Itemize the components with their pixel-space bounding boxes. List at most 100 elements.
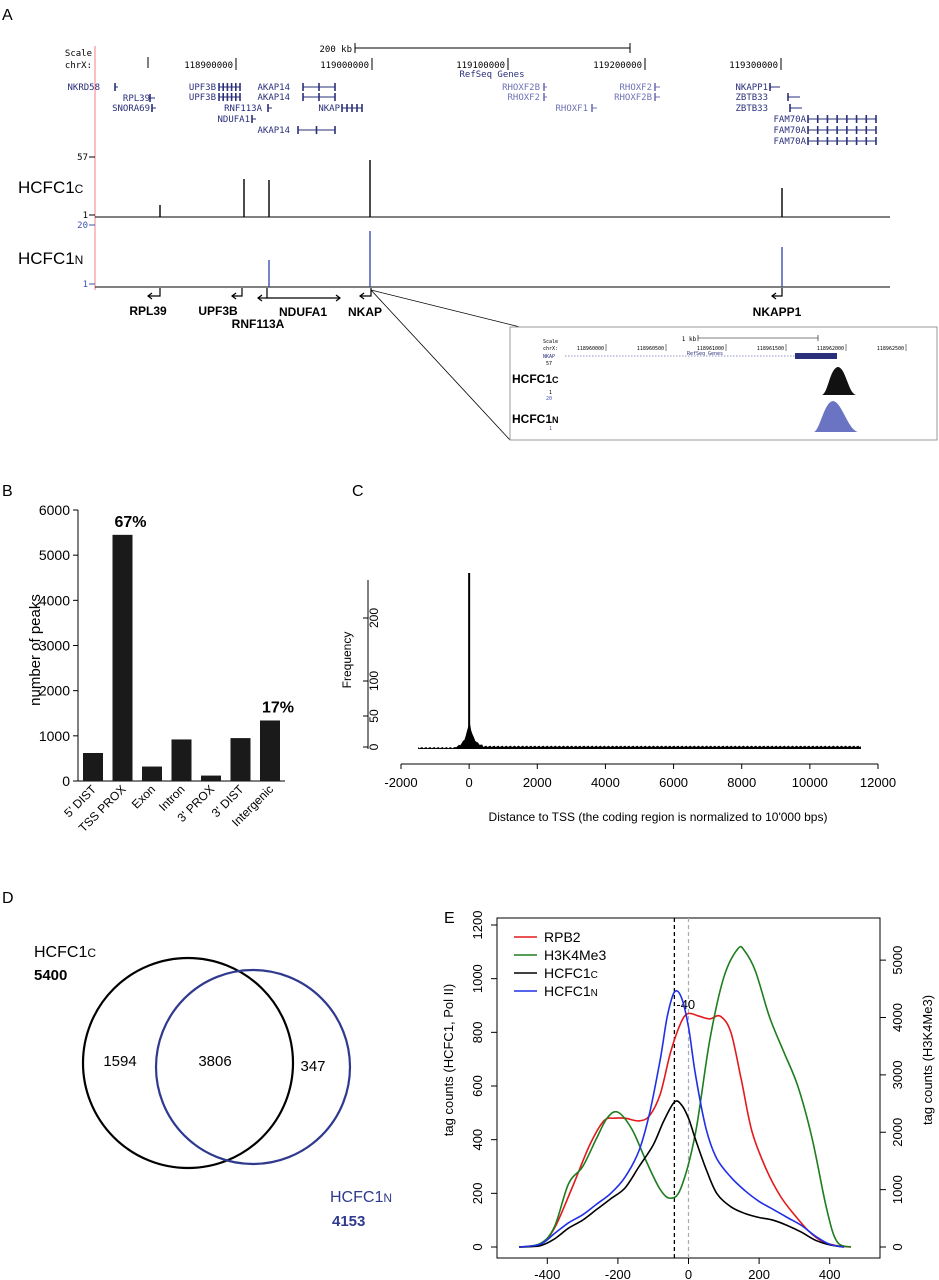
chr-label: chrX: xyxy=(65,61,92,71)
scale-label: Scale xyxy=(65,49,92,59)
c-ylabel: Frequency xyxy=(340,632,354,689)
panel-d-venn: HCFC1C 5400 HCFC1N 4153 1594 3806 347 xyxy=(34,944,392,1230)
gene-label: RHOXF2B xyxy=(502,83,540,93)
e-ytick-right-label: 2000 xyxy=(890,1118,905,1147)
e-ytick-right-label: 0 xyxy=(890,1243,905,1250)
coordinate-ticks: 118900000 119000000 119100000 119200000 1193… xyxy=(184,58,782,71)
venn-total-n: 4153 xyxy=(332,1213,365,1230)
inset-refseq-title: RefSeq Genes xyxy=(687,351,723,357)
e-ytick-right-label: 4000 xyxy=(890,1003,905,1032)
venn-both: 3806 xyxy=(198,1053,231,1070)
e-xtick-label: 400 xyxy=(819,1267,841,1280)
c-histogram xyxy=(418,722,861,749)
b-ytick-label: 2000 xyxy=(39,683,70,699)
tss-gene-label: RPL39 xyxy=(129,304,167,318)
inset-track-n-min: 1 xyxy=(549,426,552,432)
gene-label: NDUFA1 xyxy=(217,115,250,125)
c-ytick-label: 100 xyxy=(367,671,381,691)
b-bar xyxy=(260,720,280,781)
gene-label: AKAP14 xyxy=(257,126,290,136)
e-ytick-right-label: 5000 xyxy=(890,946,905,975)
gene-glyph xyxy=(807,126,877,134)
track-n-peak xyxy=(781,247,783,287)
gene-label: RNF113A xyxy=(224,104,263,114)
track-c-min: 1 xyxy=(83,211,88,221)
track-n-label: HCFC1N xyxy=(18,249,83,268)
gene-label: NKAPP1 xyxy=(735,83,768,93)
c-xtick-label: 10000 xyxy=(792,775,828,790)
c-ytick-label: 200 xyxy=(367,608,381,628)
b-ytick-label: 0 xyxy=(62,773,70,789)
e-legend-label: HCFC1N xyxy=(544,983,598,999)
gene-label: FAM70A xyxy=(773,126,806,136)
coord-label: 119100000 xyxy=(456,61,505,71)
c-peak-bar xyxy=(468,573,471,749)
tss-arrows xyxy=(147,288,783,302)
panel-label-e: E xyxy=(444,910,455,927)
gene-glyph xyxy=(149,94,155,102)
gene-label: UPF3B xyxy=(189,83,216,93)
gene-label: NKRD58 xyxy=(67,83,100,93)
panel-e-chart: tag counts (HCFC1, Pol II) tag counts (H… xyxy=(441,911,935,1280)
zoom-inset: Scale chrX: 1 kb 118960000 118960500 11896… xyxy=(509,326,938,441)
e-legend-label: H3K4Me3 xyxy=(544,947,606,963)
track-c-peak xyxy=(159,205,161,217)
c-xtick-label: 8000 xyxy=(727,775,756,790)
b-annotation: 17% xyxy=(262,699,294,716)
track-n-peak xyxy=(268,260,270,287)
venn-only-c: 1594 xyxy=(103,1053,136,1070)
coord-label: 119200000 xyxy=(593,61,642,71)
tss-gene-label: UPF3B xyxy=(198,304,238,318)
panel-label-c: C xyxy=(352,483,364,500)
c-xtick-label: 0 xyxy=(466,775,473,790)
b-ytick-label: 5000 xyxy=(39,547,70,563)
tss-gene-label: NDUFA1 xyxy=(279,305,327,319)
c-ytick-label: 0 xyxy=(367,743,381,750)
inset-track-c-max: 57 xyxy=(546,361,552,367)
e-ytick-right-label: 1000 xyxy=(890,1175,905,1204)
e-legend-label-sub: C xyxy=(591,970,598,981)
inset-track-c-min: 1 xyxy=(549,390,552,396)
gene-glyph xyxy=(218,83,241,91)
track-c-peak xyxy=(243,179,245,217)
e-ytick-left-label: 200 xyxy=(470,1182,485,1204)
gene-glyph xyxy=(114,83,118,91)
track-c-label: HCFC1C xyxy=(18,178,84,197)
c-xlabel: Distance to TSS (the coding region is no… xyxy=(489,810,828,824)
gene-label: RHOXF2 xyxy=(619,83,652,93)
gene-label: RHOXF1 xyxy=(555,104,588,114)
c-xtick-label: 4000 xyxy=(591,775,620,790)
track-c-peaks xyxy=(159,160,783,217)
panel-label-d: D xyxy=(2,890,14,907)
gene-glyph xyxy=(251,115,256,123)
e-ytick-left-label: 800 xyxy=(470,1021,485,1043)
inset-coord-label: 118961000 xyxy=(697,346,724,352)
track-n-min: 1 xyxy=(83,280,88,290)
gene-glyph xyxy=(654,83,660,91)
e-ytick-left-label: 600 xyxy=(470,1075,485,1097)
venn-label-n: HCFC1N xyxy=(330,1189,392,1206)
gene-glyph xyxy=(267,104,272,112)
gene-label: SNORA69 xyxy=(112,104,150,114)
e-ytick-left-label: 400 xyxy=(470,1129,485,1151)
refseq-title: RefSeq Genes xyxy=(459,70,524,80)
inset-coord-label: 118962000 xyxy=(817,346,844,352)
e-xtick-label: -200 xyxy=(605,1267,631,1280)
inset-scale-bar-label: 1 kb xyxy=(682,336,697,343)
venn-total-c: 5400 xyxy=(34,967,67,984)
gene-label: ZBTB33 xyxy=(735,93,768,103)
inset-track-c-label: HCFC1C xyxy=(512,372,559,386)
e-xtick-label: 0 xyxy=(685,1267,692,1280)
e-ytick-left-label: 1000 xyxy=(470,964,485,993)
scale-bar-label: 200 kb xyxy=(319,45,352,55)
b-annotation: 67% xyxy=(114,514,146,531)
track-c-max: 57 xyxy=(77,153,88,163)
panel-c-chart: Frequency Distance to TSS (the coding re… xyxy=(340,573,896,824)
gene-label: ZBTB33 xyxy=(735,104,768,114)
gene-glyph xyxy=(297,126,336,134)
e-legend-label-name: HCFC1 xyxy=(544,983,591,999)
e-ytick-left-label: 0 xyxy=(470,1243,485,1250)
gene-glyph xyxy=(769,83,780,91)
b-bar xyxy=(201,775,221,781)
